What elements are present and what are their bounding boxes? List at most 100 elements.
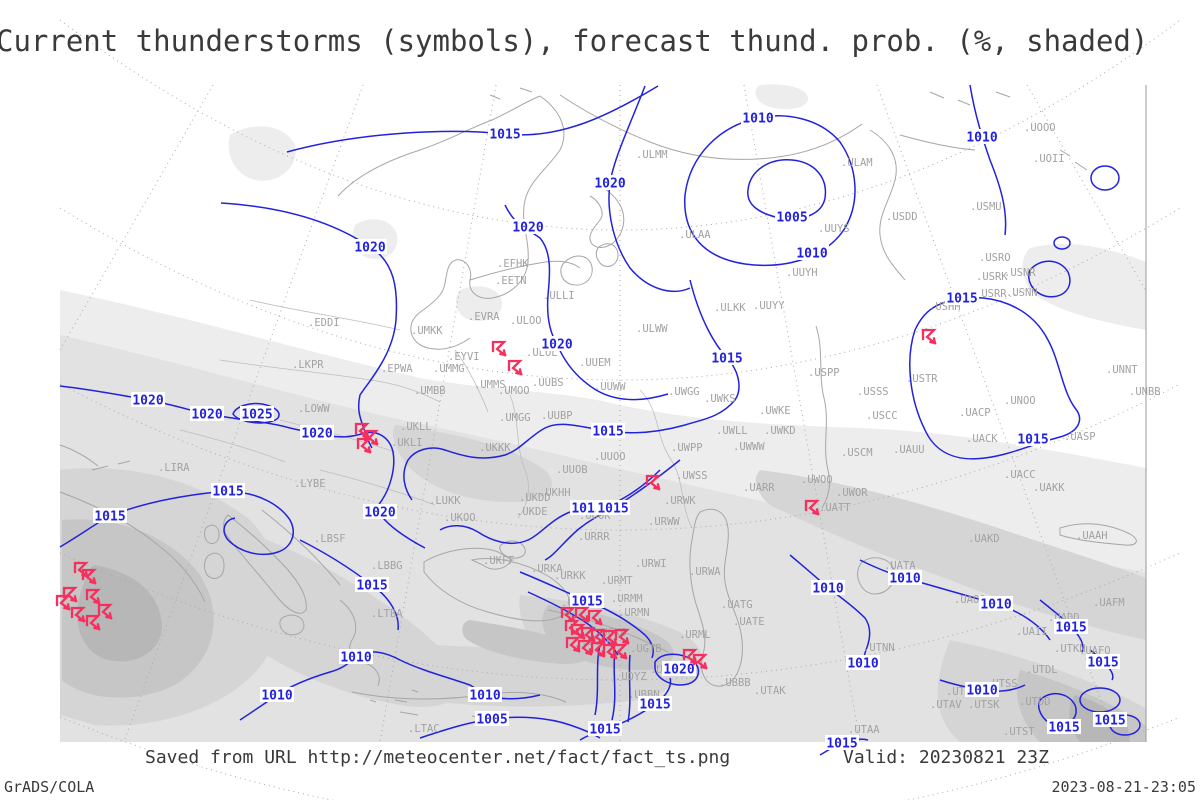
station-label: .EVRA <box>468 311 500 323</box>
station-label: .USRO <box>979 252 1011 264</box>
station-label: .EPWA <box>381 363 413 375</box>
isobar-label: 1010 <box>965 129 999 146</box>
svg-text:1015: 1015 <box>826 737 857 752</box>
isobar-label: 1015 <box>1047 719 1081 736</box>
station-label: .UTNN <box>863 642 895 654</box>
svg-text:1010: 1010 <box>980 598 1011 613</box>
svg-text:1020: 1020 <box>354 241 385 256</box>
isobar-label: 1010 <box>979 596 1013 613</box>
page-title: Current thunderstorms (symbols), forecas… <box>0 24 1149 58</box>
isobar-label: 1010 <box>846 655 880 672</box>
svg-text:1015: 1015 <box>589 723 620 738</box>
station-label: .URWA <box>689 566 721 578</box>
station-label: .LOWW <box>298 403 330 415</box>
isobar-label: 1015 <box>211 483 245 500</box>
isobar-label: 1020 <box>511 219 545 236</box>
svg-text:1010: 1010 <box>796 247 827 262</box>
station-label: .ULLI <box>543 290 575 302</box>
station-label: .URWW <box>648 516 680 528</box>
station-label: .LYBE <box>294 478 326 490</box>
station-label: .USCC <box>866 410 898 422</box>
isobar-label: 1020 <box>363 504 397 521</box>
station-label: .UUBP <box>541 410 573 422</box>
isobar-label: 1010 <box>888 570 922 587</box>
station-label: .ULKK <box>714 302 746 314</box>
svg-text:1020: 1020 <box>132 394 163 409</box>
isobar-label: 1015 <box>570 500 604 517</box>
station-label: .UUWW <box>594 381 626 393</box>
station-label: .UASP <box>1064 431 1096 443</box>
station-label: .UTDL <box>1026 664 1058 676</box>
station-label: .EETN <box>495 275 527 287</box>
svg-text:1015: 1015 <box>1087 656 1118 671</box>
station-label: .LKPR <box>292 359 324 371</box>
station-label: .UTSK <box>968 699 1000 711</box>
station-label: .UUBS <box>532 377 564 389</box>
station-label: .UAFM <box>1093 597 1125 609</box>
isobar-label: 1005 <box>775 209 809 226</box>
svg-text:1015: 1015 <box>489 128 520 143</box>
station-label: .UTAV <box>930 699 962 711</box>
station-label: .UMMS <box>474 379 506 391</box>
svg-text:1010: 1010 <box>340 651 371 666</box>
isobar-label: 1020 <box>131 392 165 409</box>
station-label: .ULAA <box>679 229 711 241</box>
svg-text:1020: 1020 <box>301 427 332 442</box>
station-label: .UKLI <box>391 437 423 449</box>
station-label: .UUOO <box>594 451 626 463</box>
station-label: .UATE <box>733 616 765 628</box>
station-label: .UMKK <box>411 325 443 337</box>
station-label: .UNOO <box>1004 395 1036 407</box>
station-label: .UKHH <box>539 487 571 499</box>
station-label: .URWK <box>664 495 696 507</box>
station-label: .UTAK <box>754 685 786 697</box>
station-label: .UAAH <box>1076 530 1108 542</box>
station-label: .USSS <box>857 386 889 398</box>
svg-text:1010: 1010 <box>742 112 773 127</box>
station-label: .UBBB <box>719 677 751 689</box>
svg-text:1015: 1015 <box>639 698 670 713</box>
station-label: .UUYY <box>753 300 785 312</box>
station-label: .USMU <box>970 201 1002 213</box>
isobar-label: 1010 <box>339 649 373 666</box>
svg-text:1020: 1020 <box>191 408 222 423</box>
station-label: .UWWW <box>733 441 765 453</box>
thunderstorm-icon <box>491 340 507 357</box>
svg-text:1020: 1020 <box>512 221 543 236</box>
station-label: .URMT <box>601 575 633 587</box>
svg-text:1020: 1020 <box>594 177 625 192</box>
station-label: .UWOR <box>836 487 868 499</box>
station-label: .USNN <box>1006 287 1038 299</box>
station-label: .EDDI <box>308 317 340 329</box>
station-label: .UWKD <box>764 425 796 437</box>
station-label: .URML <box>679 629 711 641</box>
station-label: .UKLL <box>400 421 432 433</box>
coastlines <box>59 87 1137 720</box>
station-label: .UAUU <box>893 444 925 456</box>
station-label: .ULOO <box>510 315 542 327</box>
isobar-label: 1020 <box>593 175 627 192</box>
isobar-label: 1020 <box>540 336 574 353</box>
isobar-label: 1010 <box>741 110 775 127</box>
station-label: .ULWW <box>636 323 668 335</box>
station-label: .LBSF <box>314 533 346 545</box>
thunderstorm-icon <box>921 328 937 345</box>
station-label: .UTKN <box>1054 643 1086 655</box>
isobar-label: 1015 <box>488 126 522 143</box>
station-label: .UAKD <box>968 533 1000 545</box>
station-label: .UUOB <box>556 464 588 476</box>
station-label: .URKK <box>554 570 586 582</box>
station-label: .URKA <box>531 563 563 575</box>
footer-timestamp: 2023-08-21-23:05 <box>1051 778 1197 796</box>
station-label: .UWKS <box>704 393 736 405</box>
isobar-label: 1015 <box>710 350 744 367</box>
station-label: .UMBB <box>414 385 446 397</box>
svg-text:1010: 1010 <box>966 684 997 699</box>
isobar-label: 1015 <box>591 423 625 440</box>
station-label: .LTAC <box>408 723 440 735</box>
station-label: .UWSS <box>676 470 708 482</box>
isobar-label: 1015 <box>570 593 604 610</box>
isobar-labels: 1015 1020 1020 1020 1010 1005 1010 1010 1015 1015… <box>93 110 1127 752</box>
svg-text:1020: 1020 <box>541 338 572 353</box>
station-labels: .EFHK.EETN.EVRA.EYVI.ULLI.ULOO.ULOL.UUEM… <box>158 122 1161 738</box>
